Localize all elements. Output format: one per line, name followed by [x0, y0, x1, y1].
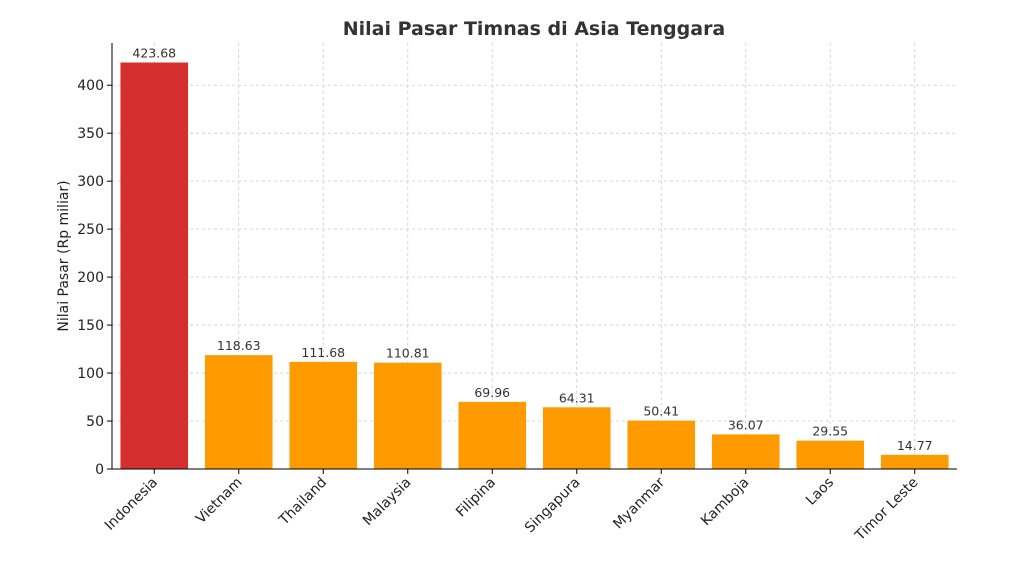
bar-laos: [796, 440, 865, 469]
x-tick-label: Thailand: [276, 475, 331, 530]
x-tick-label: Myanmar: [610, 474, 668, 532]
x-axis-ticks: Indonesia Vietnam Thailand Malaysia Filipina…: [102, 469, 922, 545]
value-label: 64.31: [559, 390, 595, 405]
x-tick-label: Malaysia: [360, 475, 415, 530]
value-label: 14.77: [897, 438, 933, 453]
y-tick-label: 350: [77, 126, 104, 142]
y-tick-label: 0: [95, 462, 104, 478]
y-axis-ticks: 0 50 100 150 200 250 300 350 400: [77, 78, 112, 478]
y-axis-label: Nilai Pasar (Rp miliar): [56, 180, 72, 331]
y-tick-label: 400: [77, 78, 104, 94]
value-label: 50.41: [643, 404, 679, 419]
y-tick-label: 150: [77, 318, 104, 334]
chart-title: Nilai Pasar Timnas di Asia Tenggara: [343, 18, 726, 40]
value-labels: 423.68 118.63 111.68 110.81 69.96 64.31 50.41 3…: [132, 45, 932, 452]
y-tick-label: 200: [77, 270, 104, 286]
value-label: 111.68: [301, 345, 345, 360]
value-label: 69.96: [474, 385, 510, 400]
bars: [120, 62, 949, 469]
value-label: 118.63: [217, 338, 261, 353]
x-tick-label: Indonesia: [102, 475, 161, 534]
value-label: 29.55: [812, 424, 848, 439]
bar-malaysia: [373, 362, 442, 469]
value-label: 110.81: [386, 346, 430, 361]
bar-myanmar: [627, 420, 696, 469]
bar-timor-leste: [880, 454, 949, 469]
bar-vietnam: [204, 355, 273, 469]
value-label: 36.07: [728, 417, 764, 432]
y-tick-label: 100: [77, 366, 104, 382]
x-tick-label: Filipina: [453, 475, 499, 521]
bar-filipina: [458, 401, 527, 469]
bar-thailand: [289, 361, 358, 469]
y-tick-label: 300: [77, 174, 104, 190]
x-tick-label: Singapura: [522, 475, 584, 537]
x-tick-label: Laos: [803, 475, 837, 509]
y-tick-label: 250: [77, 222, 104, 238]
bar-indonesia: [120, 62, 189, 469]
value-label: 423.68: [132, 45, 176, 60]
bar-kamboja: [711, 434, 780, 469]
bar-singapura: [542, 407, 611, 469]
x-tick-label: Kamboja: [698, 475, 753, 530]
x-tick-label: Vietnam: [193, 475, 246, 528]
x-tick-label: Timor Leste: [852, 475, 922, 545]
y-tick-label: 50: [86, 414, 104, 430]
